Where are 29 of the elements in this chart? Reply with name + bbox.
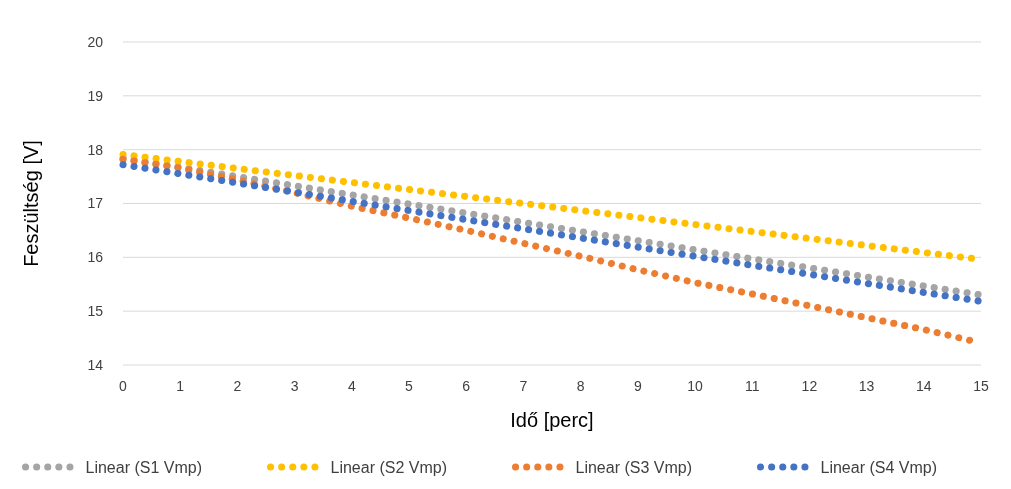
x-tick-label: 5 xyxy=(405,378,414,394)
x-tick-label: 1 xyxy=(176,378,185,394)
x-tick-label: 13 xyxy=(858,378,875,394)
x-tick-label: 8 xyxy=(576,378,585,394)
x-tick-label: 2 xyxy=(233,378,242,394)
x-tick-label: 9 xyxy=(633,378,642,394)
y-tick-label: 19 xyxy=(87,87,104,104)
y-tick-label: 18 xyxy=(87,141,104,158)
x-tick-label: 3 xyxy=(290,378,299,394)
y-tick-label: 15 xyxy=(87,303,104,320)
x-tick-label: 4 xyxy=(347,378,356,394)
y-tick-label: 14 xyxy=(87,356,104,373)
legend-label: Linear (S1 Vmp) xyxy=(85,458,202,476)
x-tick-label: 7 xyxy=(519,378,528,394)
legend-label: Linear (S4 Vmp) xyxy=(820,458,937,476)
x-tick-label: 12 xyxy=(801,378,818,394)
legend-label: Linear (S3 Vmp) xyxy=(575,458,692,476)
x-tick-label: 0 xyxy=(119,378,128,394)
x-axis-title: Idő [perc] xyxy=(510,409,594,431)
legend-label: Linear (S2 Vmp) xyxy=(330,458,447,476)
x-tick-label: 6 xyxy=(462,378,471,394)
y-axis-title: Feszültség [V] xyxy=(20,140,42,267)
x-tick-label: 14 xyxy=(916,378,932,394)
y-tick-label: 16 xyxy=(87,249,104,266)
x-tick-label: 15 xyxy=(973,378,989,394)
x-tick-label: 11 xyxy=(744,378,760,394)
y-tick-label: 17 xyxy=(87,195,104,212)
x-tick-label: 10 xyxy=(687,378,703,394)
y-tick-label: 20 xyxy=(87,33,104,50)
